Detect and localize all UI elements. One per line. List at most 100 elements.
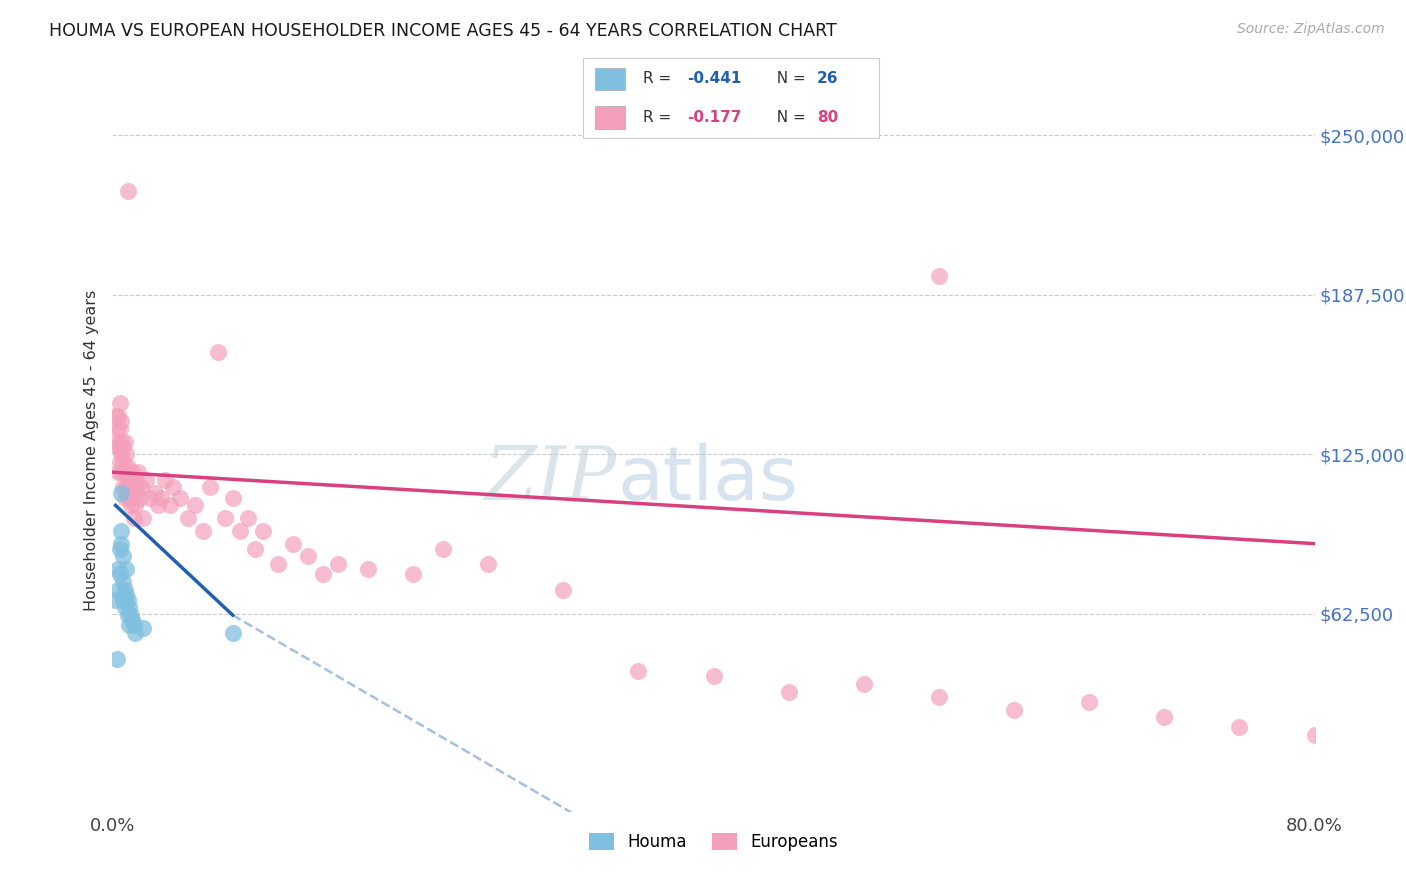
Point [108, 422, 131, 436]
Point [110, 524, 132, 538]
Point [135, 473, 157, 487]
Point [236, 511, 259, 525]
Text: R =: R = [643, 110, 676, 125]
Point [117, 592, 139, 607]
Text: N =: N = [766, 110, 810, 125]
Point [117, 184, 139, 198]
Y-axis label: Householder Income Ages 45 - 64 years: Householder Income Ages 45 - 64 years [84, 290, 100, 611]
Point [111, 574, 134, 589]
Point [326, 557, 349, 571]
Point [553, 582, 575, 597]
Bar [595, 106, 624, 128]
Point [110, 485, 132, 500]
Point [143, 485, 166, 500]
Point [118, 618, 141, 632]
Point [222, 626, 245, 640]
Point [108, 541, 131, 556]
Text: N =: N = [766, 71, 810, 87]
Point [169, 491, 191, 505]
Point [312, 567, 335, 582]
Point [104, 409, 127, 423]
Point [191, 524, 214, 538]
Text: 80: 80 [817, 110, 838, 125]
Point [117, 473, 139, 487]
Bar [595, 68, 624, 90]
Point [121, 491, 143, 505]
Point [110, 414, 132, 428]
Point [115, 447, 138, 461]
Text: R =: R = [643, 71, 676, 87]
Point [229, 524, 252, 538]
Point [107, 465, 129, 479]
Text: 26: 26 [817, 71, 838, 87]
Point [114, 600, 136, 615]
Point [281, 536, 304, 550]
Point [297, 549, 319, 564]
Point [131, 511, 153, 525]
Point [127, 465, 149, 479]
Point [198, 481, 221, 495]
Point [149, 491, 172, 505]
Text: Source: ZipAtlas.com: Source: ZipAtlas.com [1237, 22, 1385, 37]
Point [115, 481, 138, 495]
Point [124, 473, 146, 487]
Point [207, 345, 229, 359]
Point [252, 524, 274, 538]
Point [111, 549, 134, 564]
Point [118, 600, 141, 615]
Point [1153, 710, 1175, 724]
Text: HOUMA VS EUROPEAN HOUSEHOLDER INCOME AGES 45 - 64 YEARS CORRELATION CHART: HOUMA VS EUROPEAN HOUSEHOLDER INCOME AGE… [49, 22, 837, 40]
Point [627, 665, 650, 679]
Point [110, 465, 132, 479]
Point [111, 440, 134, 454]
Point [108, 567, 131, 582]
Point [122, 481, 145, 495]
Point [107, 409, 129, 423]
Point [105, 440, 128, 454]
Point [121, 613, 143, 627]
Text: ZIP: ZIP [485, 443, 617, 516]
Text: -0.441: -0.441 [688, 71, 741, 87]
Point [131, 621, 153, 635]
Point [1303, 728, 1326, 742]
Point [120, 499, 142, 513]
Point [124, 499, 146, 513]
Point [117, 491, 139, 505]
Point [108, 440, 131, 454]
Point [108, 455, 131, 469]
Point [111, 455, 134, 469]
FancyBboxPatch shape [583, 58, 879, 138]
Point [214, 511, 236, 525]
Point [105, 422, 128, 436]
Point [111, 481, 134, 495]
Text: atlas: atlas [617, 442, 799, 516]
Point [432, 541, 454, 556]
Point [1229, 721, 1251, 735]
Point [120, 473, 142, 487]
Point [928, 268, 950, 283]
Point [105, 651, 128, 665]
Point [114, 491, 136, 505]
Point [114, 434, 136, 449]
Point [117, 460, 139, 475]
Point [110, 447, 132, 461]
Point [222, 491, 245, 505]
Point [852, 677, 875, 691]
Point [184, 499, 207, 513]
Point [118, 465, 141, 479]
Point [153, 473, 176, 487]
Point [118, 485, 141, 500]
Point [146, 499, 169, 513]
Point [110, 434, 132, 449]
Point [117, 608, 139, 623]
Point [107, 434, 129, 449]
Point [267, 557, 290, 571]
Point [107, 582, 129, 597]
Point [176, 511, 198, 525]
Point [115, 562, 138, 576]
Point [1002, 703, 1025, 717]
Point [122, 511, 145, 525]
Point [357, 562, 380, 576]
Point [778, 684, 800, 698]
Point [162, 481, 184, 495]
